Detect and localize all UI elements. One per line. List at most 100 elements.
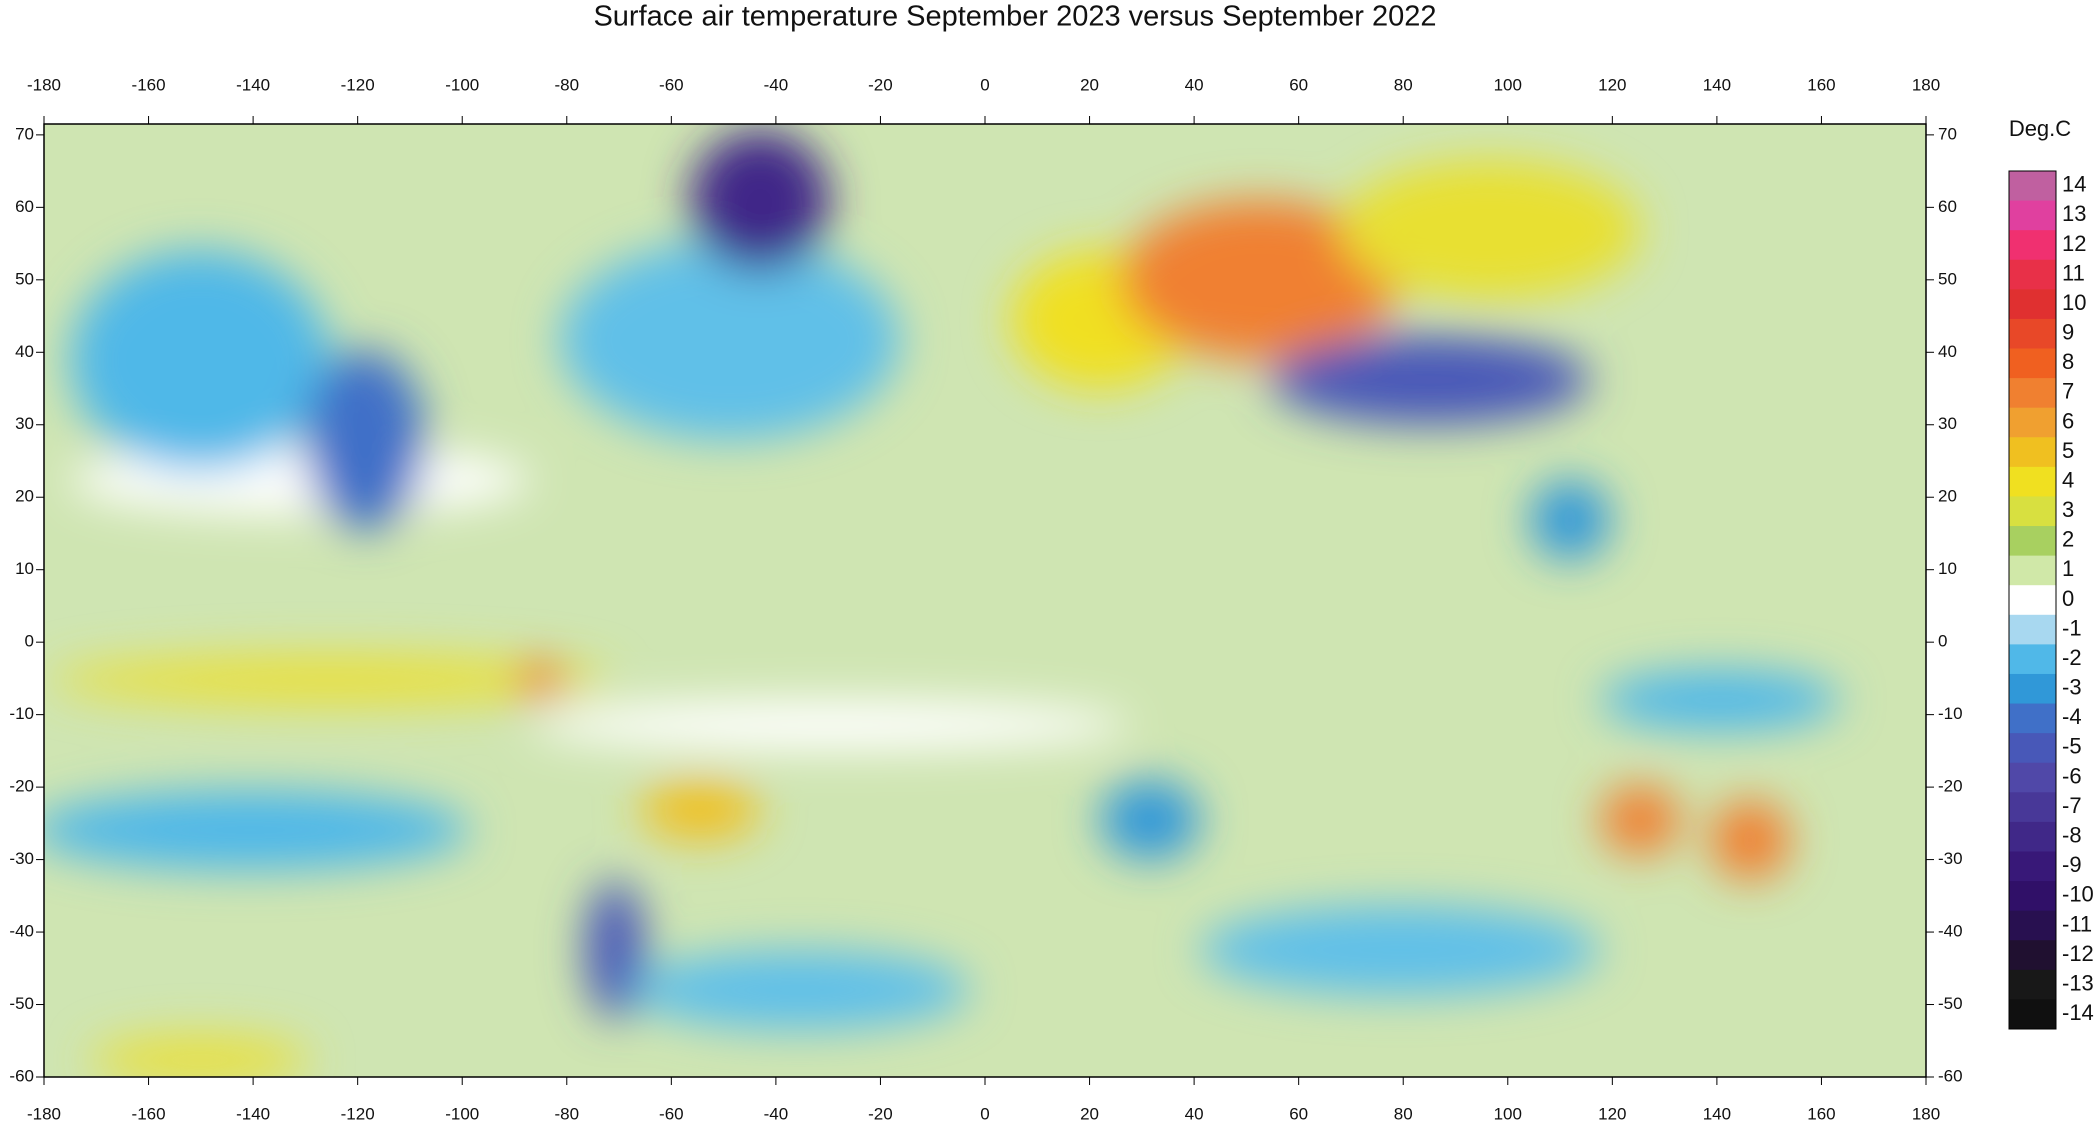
blob: [630, 950, 970, 1030]
x-tick-label: -160: [132, 75, 166, 94]
x-tick-label: 180: [1912, 1104, 1940, 1123]
y-tick-label: 20: [15, 487, 34, 506]
colorbar-swatch: [2009, 466, 2056, 497]
colorbar-swatch: [2009, 940, 2056, 971]
x-tick-label: -160: [132, 1104, 166, 1123]
x-tick-label: 20: [1080, 1104, 1099, 1123]
blob: [1710, 800, 1790, 880]
colorbar-swatch: [2009, 851, 2056, 882]
x-tick-label: 120: [1598, 75, 1626, 94]
y-tick-label: 70: [1938, 124, 1957, 143]
colorbar-tick-label: 0: [2062, 586, 2074, 611]
temperature-field: [44, 124, 1926, 1077]
colorbar-tick-label: 14: [2062, 172, 2086, 197]
y-tick-label: -30: [1938, 849, 1963, 868]
colorbar-tick-label: 7: [2062, 379, 2074, 404]
colorbar-swatch: [2009, 673, 2056, 705]
colorbar-tick-label: -7: [2062, 793, 2082, 818]
y-tick-label: -60: [9, 1066, 34, 1085]
colorbar-tick-label: -13: [2062, 970, 2094, 995]
x-tick-label: 0: [980, 75, 989, 94]
x-tick-label: 40: [1185, 1104, 1204, 1123]
y-tick-label: -30: [9, 849, 34, 868]
colorbar-swatch: [2009, 821, 2056, 852]
y-tick-label: -20: [1938, 777, 1963, 796]
colorbar-tick-label: 2: [2062, 527, 2074, 552]
x-tick-label: -100: [445, 1104, 479, 1123]
blob: [585, 880, 645, 1020]
colorbar-swatch: [2009, 526, 2056, 557]
colorbar-swatch: [2009, 910, 2056, 941]
colorbar-tick-label: 4: [2062, 467, 2074, 492]
map-title: Surface air temperature September 2023 v…: [593, 1, 1436, 33]
x-tick-label: 0: [980, 1104, 989, 1123]
colorbar-tick-label: 9: [2062, 320, 2074, 345]
colorbar-tick-label: 3: [2062, 497, 2074, 522]
x-tick-label: -140: [236, 75, 270, 94]
x-tick-label: -120: [341, 75, 375, 94]
blob: [1100, 780, 1200, 860]
x-tick-label: -60: [659, 1104, 684, 1123]
x-tick-label: 160: [1807, 75, 1835, 94]
colorbar-frame: [2008, 170, 2057, 1030]
x-tick-label: 140: [1703, 1104, 1731, 1123]
colorbar-swatch: [2009, 614, 2056, 645]
colorbar-swatch: [2009, 378, 2056, 409]
blob: [520, 660, 560, 700]
y-tick-label: -10: [9, 704, 34, 723]
y-tick-label: 60: [1938, 197, 1957, 216]
colorbar-swatch: [2009, 348, 2056, 379]
colorbar-tick-label: 12: [2062, 231, 2086, 256]
colorbar-swatch: [2009, 171, 2056, 202]
colorbar-tick-label: 6: [2062, 408, 2074, 433]
colorbar-tick-label: 10: [2062, 290, 2086, 315]
colorbar-tick-label: 13: [2062, 201, 2086, 226]
blob: [1600, 785, 1680, 855]
colorbar-tick-label: -2: [2062, 645, 2082, 670]
x-tick-label: 80: [1394, 75, 1413, 94]
y-tick-label: 60: [15, 197, 34, 216]
y-tick-label: 10: [1938, 559, 1957, 578]
x-tick-label: 60: [1289, 75, 1308, 94]
y-tick-label: 30: [15, 414, 34, 433]
colorbar-tick-label: -14: [2062, 1000, 2094, 1025]
x-tick-label: -80: [554, 1104, 579, 1123]
colorbar-tick-label: -5: [2062, 734, 2082, 759]
blob: [305, 350, 425, 530]
blob: [690, 130, 830, 270]
colorbar-swatch: [2009, 200, 2056, 231]
y-tick-label: 40: [1938, 342, 1957, 361]
blob: [1120, 200, 1400, 360]
colorbar-tick-label: -1: [2062, 615, 2082, 640]
y-tick-label: 0: [1938, 632, 1947, 651]
x-tick-label: 180: [1912, 75, 1940, 94]
y-tick-label: -20: [9, 777, 34, 796]
y-tick-label: -50: [1938, 994, 1963, 1013]
y-tick-label: -10: [1938, 704, 1963, 723]
x-tick-label: 40: [1185, 75, 1204, 94]
blob: [1270, 335, 1590, 425]
colorbar-swatch: [2009, 999, 2056, 1030]
colorbar-swatch: [2009, 733, 2056, 764]
colorbar-tick-label: 1: [2062, 556, 2074, 581]
x-tick-label: 100: [1494, 1104, 1522, 1123]
blob: [530, 700, 1130, 750]
colorbar-swatch: [2009, 496, 2056, 527]
colorbar-label: Deg.C: [2009, 116, 2071, 141]
x-tick-label: -40: [764, 1104, 789, 1123]
x-tick-label: 20: [1080, 75, 1099, 94]
colorbar-tick-label: 8: [2062, 349, 2074, 374]
x-tick-label: -140: [236, 1104, 270, 1123]
x-tick-label: 100: [1494, 75, 1522, 94]
y-tick-label: -60: [1938, 1066, 1963, 1085]
blob: [90, 1035, 310, 1077]
x-tick-label: 160: [1807, 1104, 1835, 1123]
colorbar-swatch: [2009, 555, 2056, 586]
y-tick-label: 50: [15, 269, 34, 288]
y-tick-label: -50: [9, 994, 34, 1013]
x-tick-label: -180: [27, 1104, 61, 1123]
colorbar-tick-label: -9: [2062, 852, 2082, 877]
colorbar-tick-label: -6: [2062, 763, 2082, 788]
colorbar-swatch: [2009, 762, 2056, 793]
